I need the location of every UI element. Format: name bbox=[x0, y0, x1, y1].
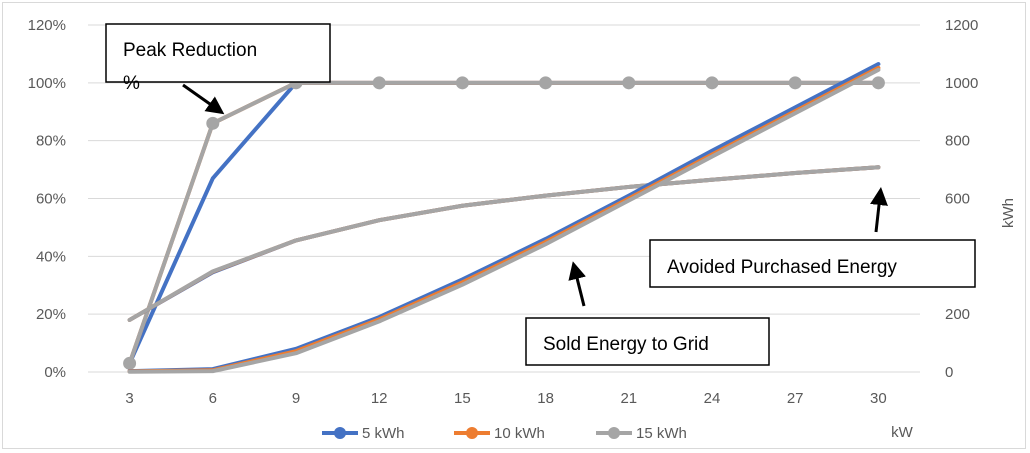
x-tick-label: 6 bbox=[209, 390, 217, 407]
legend-swatch-marker bbox=[608, 427, 620, 439]
x-tick-label: 3 bbox=[125, 390, 133, 407]
sold-energy-to-grid-15kwh-line bbox=[127, 67, 881, 374]
right-tick-label: 800 bbox=[945, 133, 970, 150]
peak-reduction-box bbox=[105, 23, 331, 83]
data-point-marker bbox=[372, 76, 386, 90]
x-axis-ticks: 3 6 9 12 15 18 21 24 27 30 bbox=[125, 390, 886, 407]
sold-energy-box bbox=[525, 317, 770, 366]
left-tick-label: 120% bbox=[28, 17, 66, 34]
sold-energy-label: Sold Energy to Grid bbox=[543, 334, 709, 355]
x-tick-label: 21 bbox=[620, 390, 637, 407]
legend: 5 kWh 10 kWh 15 kWh bbox=[322, 425, 687, 442]
left-tick-label: 40% bbox=[36, 248, 66, 265]
data-point-marker bbox=[455, 76, 469, 90]
data-point-marker bbox=[705, 76, 719, 90]
x-tick-label: 30 bbox=[870, 390, 887, 407]
avoided-energy-box bbox=[649, 239, 976, 288]
right-tick-label: 0 bbox=[945, 364, 953, 381]
sold-energy-arrow bbox=[568, 261, 586, 307]
right-tick-label: 1200 bbox=[945, 17, 978, 34]
left-tick-label: 60% bbox=[36, 191, 66, 208]
x-tick-label: 9 bbox=[292, 390, 300, 407]
avoided-energy-callout: Avoided Purchased Energy bbox=[649, 187, 976, 288]
data-point-marker bbox=[206, 116, 220, 130]
right-axis-ticks: 020040060080010001200 bbox=[945, 17, 978, 381]
data-point-marker bbox=[788, 76, 802, 90]
left-tick-label: 80% bbox=[36, 133, 66, 150]
x-axis-unit-label: kW bbox=[891, 424, 914, 441]
right-tick-label: 600 bbox=[945, 191, 970, 208]
avoided-energy-arrow bbox=[870, 187, 888, 233]
legend-swatch-marker bbox=[466, 427, 478, 439]
left-tick-label: 0% bbox=[44, 364, 66, 381]
legend-label: 10 kWh bbox=[494, 425, 545, 442]
x-tick-label: 12 bbox=[371, 390, 388, 407]
legend-label: 5 kWh bbox=[362, 425, 405, 442]
peak-reduction-arrow bbox=[182, 83, 225, 115]
right-axis-label: kWh bbox=[1000, 198, 1017, 228]
left-tick-label: 20% bbox=[36, 306, 66, 323]
x-tick-label: 27 bbox=[787, 390, 804, 407]
left-axis-ticks: 0% 20% 40% 60% 80% 100% 120% bbox=[28, 17, 66, 381]
avoided-energy-label: Avoided Purchased Energy bbox=[667, 257, 897, 278]
peak-reduction-label-line1: Peak Reduction bbox=[123, 40, 257, 61]
sold-energy-callout: Sold Energy to Grid bbox=[525, 261, 770, 366]
data-point-marker bbox=[539, 76, 553, 90]
peak-reduction-label-line2: % bbox=[123, 73, 140, 94]
avoided-purchased-energy-15kwh-line bbox=[127, 165, 881, 322]
legend-label: 15 kWh bbox=[636, 425, 687, 442]
data-point-marker bbox=[123, 356, 137, 370]
right-tick-label: 1000 bbox=[945, 75, 978, 92]
peak-reduction-callout: Peak Reduction % bbox=[105, 23, 331, 115]
series-lines bbox=[123, 62, 885, 374]
x-tick-label: 18 bbox=[537, 390, 554, 407]
peak-reduction-15kwh-line bbox=[127, 80, 881, 366]
left-tick-label: 100% bbox=[28, 75, 66, 92]
x-tick-label: 15 bbox=[454, 390, 471, 407]
data-point-marker bbox=[622, 76, 636, 90]
data-point-marker bbox=[871, 76, 885, 90]
legend-swatch-marker bbox=[334, 427, 346, 439]
x-tick-label: 24 bbox=[704, 390, 721, 407]
right-tick-label: 200 bbox=[945, 306, 970, 323]
